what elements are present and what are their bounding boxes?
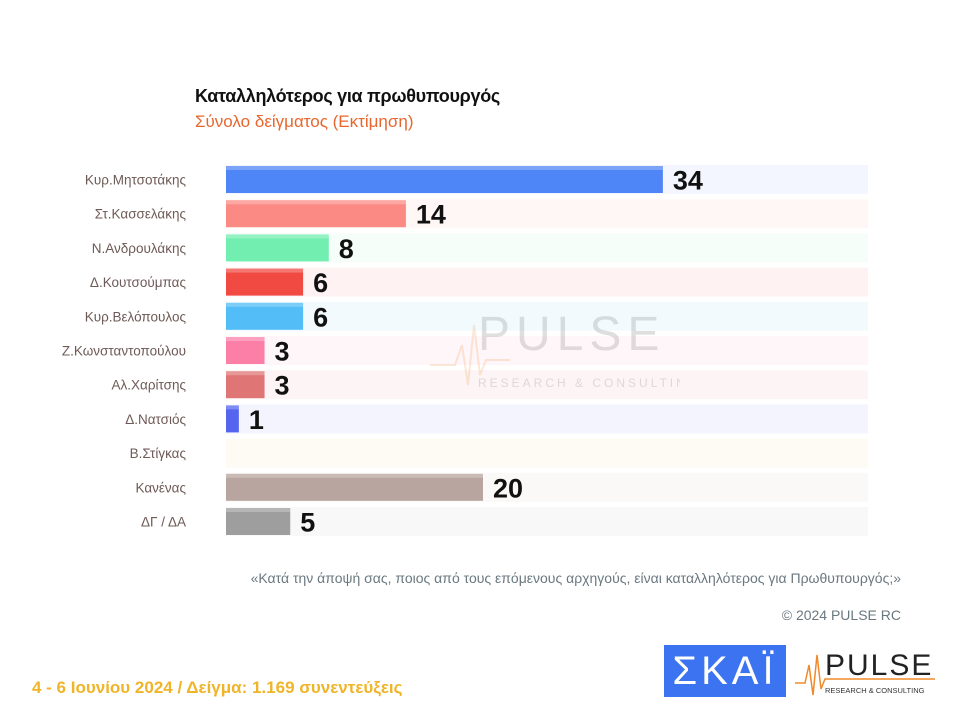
- category-label: Κυρ.Βελόπουλος: [85, 309, 187, 324]
- survey-question: «Κατά την άποψή σας, ποιος από τους επόμ…: [250, 570, 901, 586]
- bar: [226, 234, 329, 262]
- bar: [226, 508, 291, 535]
- bar-highlight: [226, 166, 663, 170]
- bar: [226, 268, 304, 296]
- row-background: [226, 404, 868, 434]
- category-label: Κανένας: [136, 480, 187, 495]
- copyright: © 2024 PULSE RC: [781, 607, 901, 623]
- bar: [226, 473, 483, 501]
- bar: [226, 302, 304, 330]
- chart-title: Καταλληλότερος για πρωθυπουργός: [195, 86, 500, 106]
- value-label: 20: [493, 473, 523, 503]
- bar-highlight: [226, 405, 239, 410]
- category-label: Δ.Νατσιός: [125, 412, 186, 427]
- row-background: [226, 233, 868, 263]
- pulse-watermark: PULSE RESEARCH & CONSULTING: [430, 308, 680, 390]
- category-label: Κυρ.Μητσοτάκης: [85, 173, 187, 188]
- value-label: 1: [249, 405, 264, 435]
- pulse-logo: PULSE RESEARCH & CONSULTING: [795, 649, 935, 696]
- row-background: [226, 507, 868, 536]
- value-label: 34: [673, 166, 703, 196]
- bar-highlight: [226, 268, 304, 273]
- value-label: 3: [275, 337, 290, 367]
- bar-chart: Κυρ.Μητσοτάκης 34 Στ.Κασσελάκης 14 Ν.Ανδρουλ…: [62, 165, 868, 538]
- bar-highlight: [226, 473, 483, 478]
- bar: [226, 405, 239, 433]
- value-label: 5: [300, 508, 315, 538]
- value-label: 8: [339, 234, 354, 264]
- category-label: Δ.Κουτσούμπας: [90, 275, 187, 290]
- bar-highlight: [226, 234, 329, 239]
- svg-text:PULSE: PULSE: [825, 649, 933, 682]
- bar: [226, 200, 406, 228]
- category-label: ΔΓ / ΔΑ: [141, 515, 186, 530]
- row-background: [226, 370, 868, 400]
- row-background: [226, 336, 868, 365]
- svg-text:PULSE: PULSE: [478, 308, 665, 361]
- bar-highlight: [226, 337, 265, 341]
- row-background: [226, 301, 868, 331]
- bar-highlight: [226, 371, 265, 376]
- category-label: Αλ.Χαρίτσης: [112, 378, 187, 393]
- value-label: 6: [313, 268, 328, 298]
- value-label: 6: [313, 302, 328, 332]
- bar-highlight: [226, 508, 291, 512]
- category-label: Ζ.Κωνσταντοπούλου: [62, 344, 186, 359]
- category-label: Στ.Κασσελάκης: [95, 207, 187, 222]
- category-label: Β.Στίγκας: [130, 446, 187, 461]
- bar-highlight: [226, 302, 304, 307]
- bar: [226, 166, 663, 193]
- value-label: 14: [416, 200, 446, 230]
- bar: [226, 337, 265, 364]
- row-background: [226, 438, 868, 468]
- value-label: 3: [275, 371, 290, 401]
- skai-logo: ΣΚΑΪ: [664, 645, 786, 697]
- category-label: Ν.Ανδρουλάκης: [92, 241, 187, 256]
- survey-dates-sample: 4 - 6 Ιουνίου 2024 / Δείγμα: 1.169 συνεν…: [32, 678, 403, 697]
- bar: [226, 371, 265, 399]
- row-background: [226, 267, 868, 297]
- chart-subtitle: Σύνολο δείγματος (Εκτίμηση): [195, 112, 414, 131]
- bar-highlight: [226, 200, 406, 205]
- svg-text:RESEARCH & CONSULTING: RESEARCH & CONSULTING: [825, 686, 925, 695]
- svg-text:RESEARCH & CONSULTING: RESEARCH & CONSULTING: [478, 376, 680, 390]
